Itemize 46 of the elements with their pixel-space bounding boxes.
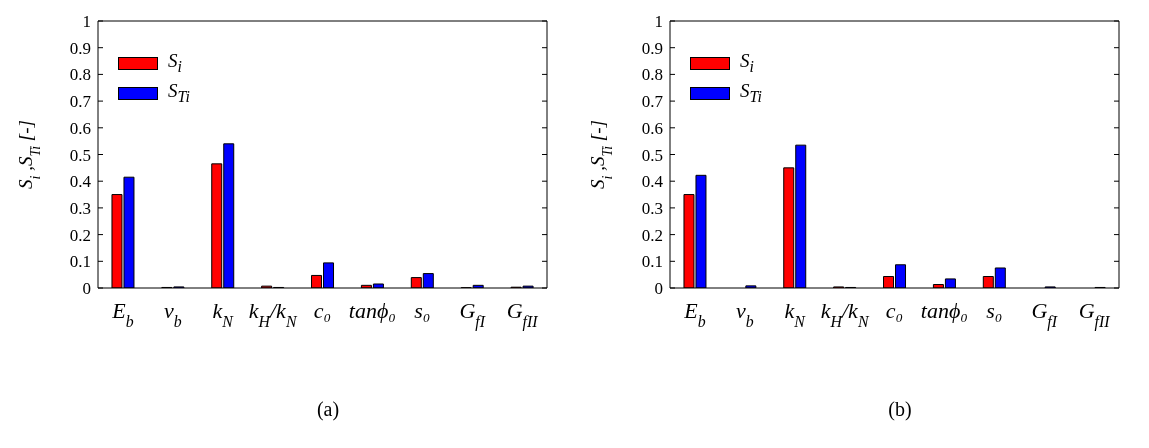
y-tick-label: 0.2 (641, 225, 663, 245)
y-tick-label: 0.2 (69, 225, 91, 245)
x-tick-label: s₀ (414, 298, 431, 323)
y-tick-label: 0 (654, 279, 663, 299)
y-tick-label: 0.3 (641, 198, 663, 218)
x-tick-label: E$_{b}$ (111, 298, 134, 330)
y-tick-label: 0.3 (69, 198, 91, 218)
x-tick-label: k$_{N}$ (212, 298, 235, 330)
y-tick-label: 0.4 (69, 172, 92, 192)
y-tick-label: 1 (82, 12, 91, 32)
y-tick-label: 0.9 (641, 38, 663, 58)
x-tick-label: s₀ (986, 298, 1003, 323)
x-tick-label: k$_{H}$/k$_{N}$ (248, 298, 298, 330)
x-tick-label: G$_{fI}$ (459, 298, 486, 331)
y-tick-label: 0.6 (69, 118, 91, 138)
x-tick-label: G$_{fII}$ (506, 298, 539, 331)
y-tick-label: 0 (82, 279, 91, 299)
y-tick-label: 0.8 (69, 65, 91, 85)
x-tick-label: G$_{fII}$ (1078, 298, 1111, 331)
x-tick-label: c₀ (885, 298, 904, 323)
text: (a) (315, 398, 341, 421)
text: (b) (887, 398, 913, 421)
legend-label: S$_{i}$ (168, 50, 182, 76)
x-tick-label: k$_{N}$ (784, 298, 807, 330)
y-tick-label: 0.6 (641, 118, 663, 138)
legend-label: S$_{Ti}$ (168, 80, 190, 106)
y-tick-label: 0.5 (69, 145, 91, 165)
legend-label: S$_{Ti}$ (740, 80, 762, 106)
y-tick-label: 0.1 (641, 252, 663, 272)
y-tick-label: 0.8 (641, 65, 663, 85)
y-tick-label: 0.5 (641, 145, 663, 165)
x-tick-label: c₀ (313, 298, 332, 323)
y-tick-label: 1 (654, 12, 663, 32)
x-tick-label: G$_{fI}$ (1031, 298, 1058, 331)
x-tick-label: v$_{b}$ (163, 298, 182, 330)
x-tick-label: v$_{b}$ (735, 298, 754, 330)
y-tick-label: 0.7 (69, 92, 92, 112)
y-tick-label: 0.9 (69, 38, 91, 58)
legend-label: S$_{i}$ (740, 50, 754, 76)
y-tick-label: 0.4 (641, 172, 664, 192)
y-tick-label: 0.1 (69, 252, 91, 272)
x-tick-label: tanϕ₀ (348, 298, 396, 323)
y-tick-label: 0.7 (641, 92, 664, 112)
x-tick-label: tanϕ₀ (920, 298, 968, 323)
x-tick-label: k$_{H}$/k$_{N}$ (820, 298, 870, 330)
x-tick-label: E$_{b}$ (683, 298, 706, 330)
